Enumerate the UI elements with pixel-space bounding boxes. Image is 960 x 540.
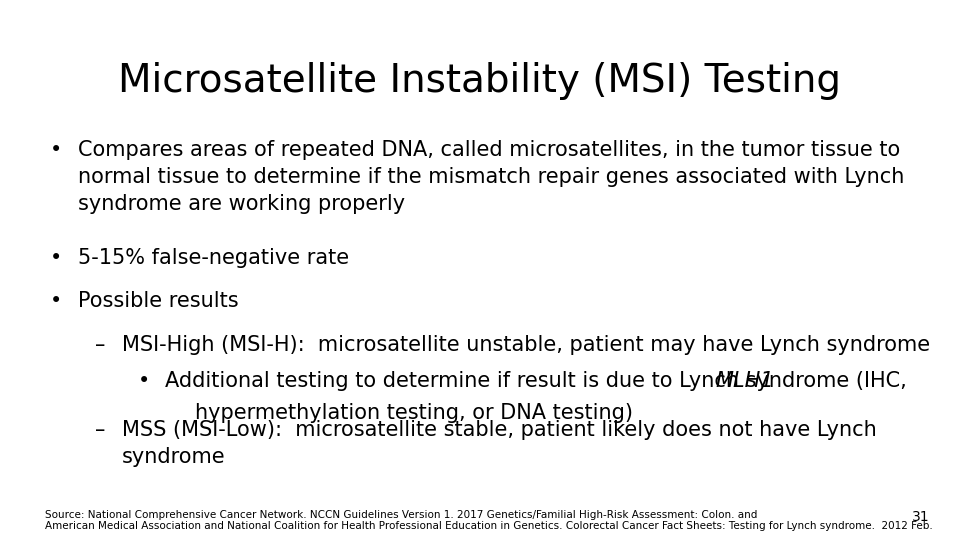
Text: •: • — [50, 291, 62, 311]
Text: •: • — [50, 140, 62, 160]
Text: hypermethylation testing, or DNA testing): hypermethylation testing, or DNA testing… — [195, 403, 633, 423]
Text: MLH1: MLH1 — [716, 371, 775, 391]
Text: 5-15% false-negative rate: 5-15% false-negative rate — [78, 248, 349, 268]
Text: Source: National Comprehensive Cancer Network. NCCN Guidelines Version 1. 2017 G: Source: National Comprehensive Cancer Ne… — [45, 510, 757, 520]
Text: Possible results: Possible results — [78, 291, 239, 311]
Text: –: – — [95, 420, 106, 440]
Text: Additional testing to determine if result is due to Lynch syndrome (IHC,: Additional testing to determine if resul… — [165, 371, 913, 391]
Text: •: • — [138, 371, 151, 391]
Text: Microsatellite Instability (MSI) Testing: Microsatellite Instability (MSI) Testing — [118, 62, 842, 100]
Text: MSI-High (MSI-H):  microsatellite unstable, patient may have Lynch syndrome: MSI-High (MSI-H): microsatellite unstabl… — [122, 335, 930, 355]
Text: •: • — [50, 248, 62, 268]
Text: American Medical Association and National Coalition for Health Professional Educ: American Medical Association and Nationa… — [45, 521, 933, 531]
Text: –: – — [95, 335, 106, 355]
Text: MSS (MSI-Low):  microsatellite stable, patient likely does not have Lynch
syndro: MSS (MSI-Low): microsatellite stable, pa… — [122, 420, 876, 467]
Text: Compares areas of repeated DNA, called microsatellites, in the tumor tissue to
n: Compares areas of repeated DNA, called m… — [78, 140, 904, 214]
Text: 31: 31 — [912, 510, 930, 524]
